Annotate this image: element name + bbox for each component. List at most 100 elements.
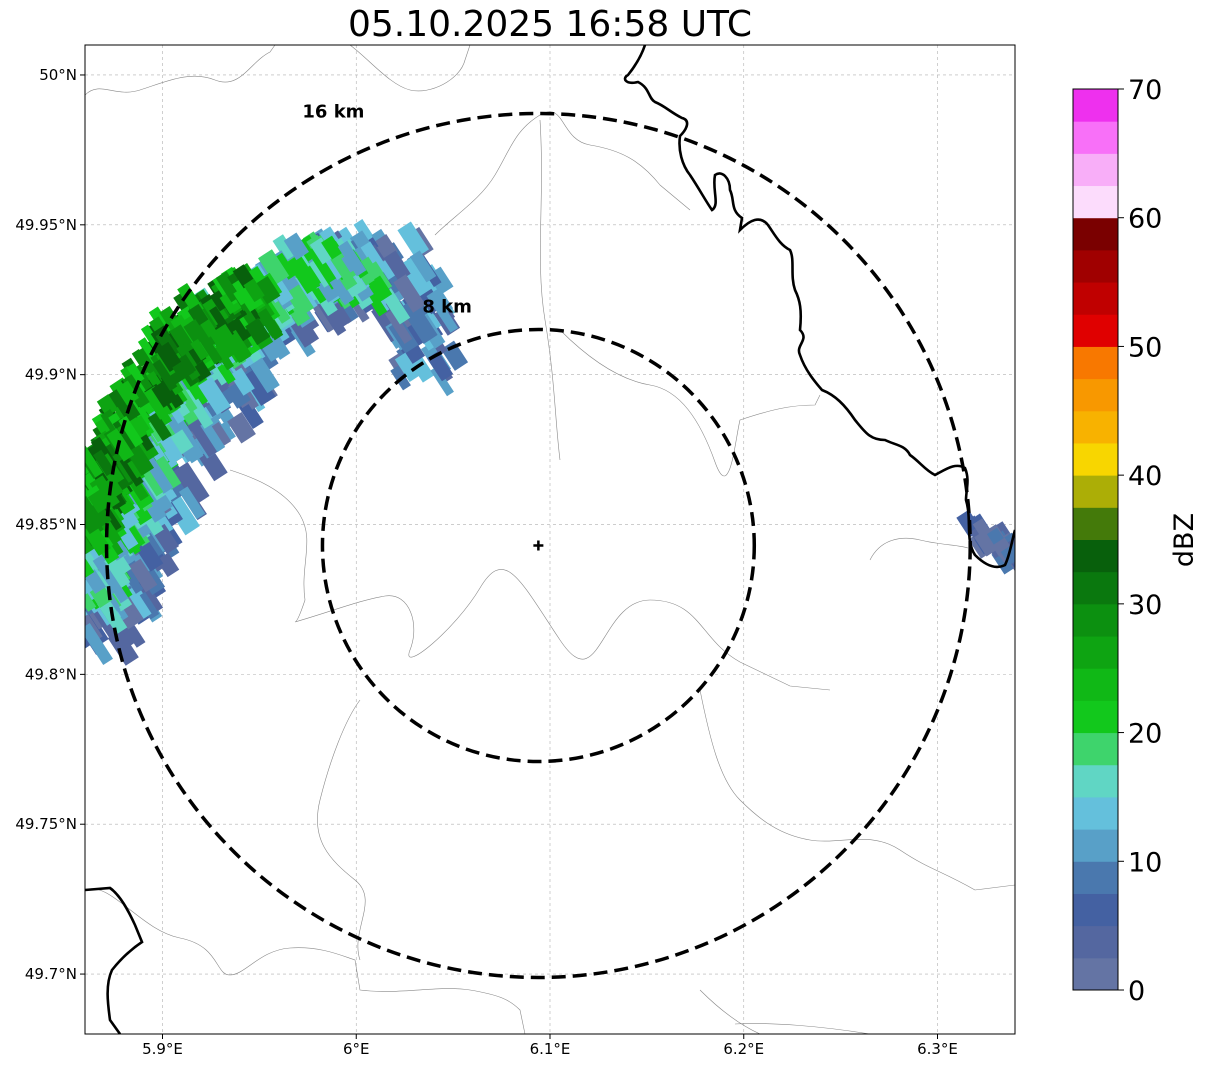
- echo-cell: [172, 359, 194, 381]
- echo-cell: [99, 518, 122, 545]
- echo-cell: [190, 421, 221, 458]
- x-tick-label: 6.2°E: [723, 1040, 764, 1058]
- colorbar-label: dBZ: [1169, 513, 1200, 567]
- map-title: 05.10.2025 16:58 UTC: [347, 4, 753, 45]
- echo-cell: [102, 476, 124, 499]
- admin-boundaries: [85, 45, 1015, 1034]
- boundary-mid-vertical: [539, 119, 561, 461]
- echo-cell: [153, 455, 182, 490]
- echo-cell: [243, 278, 265, 303]
- echo-cell: [232, 275, 264, 312]
- colorbar-segment: [1073, 89, 1118, 122]
- echo-cell: [190, 360, 212, 383]
- echo-cell: [258, 249, 290, 285]
- colorbar-segment: [1073, 507, 1118, 540]
- colorbar-segment: [1073, 603, 1118, 637]
- range-ring-label: 16 km: [302, 101, 364, 122]
- colorbar-tick-label: 30: [1128, 590, 1162, 621]
- colorbar-segment: [1073, 571, 1118, 605]
- echo-cell: [225, 381, 251, 409]
- echo-cell: [394, 352, 421, 383]
- echo-cell: [169, 324, 196, 355]
- colorbar: 0 10 20 30 40 50 60 70 dBZ: [1072, 75, 1200, 1007]
- echo-cell: [269, 298, 291, 324]
- boundary-north-b: [349, 45, 471, 92]
- echo-cell: [85, 593, 97, 612]
- border-east-river: [623, 45, 1015, 569]
- echo-cell: [197, 332, 223, 365]
- colorbar-segment: [1073, 346, 1118, 380]
- echo-cell: [135, 347, 157, 374]
- colorbar-segment: [1073, 861, 1118, 894]
- y-tick-label: 49.95°N: [15, 216, 77, 234]
- colorbar-segment: [1073, 282, 1118, 315]
- colorbar-segment: [1073, 796, 1118, 830]
- colorbar-tick-label: 60: [1128, 204, 1162, 235]
- x-axis-ticks: 5.9°E 6°E 6.1°E 6.2°E 6.3°E: [142, 1034, 958, 1058]
- echo-cell: [286, 253, 321, 294]
- y-tick-label: 49.8°N: [25, 665, 77, 683]
- x-tick-label: 6°E: [343, 1040, 370, 1058]
- echo-cell: [143, 386, 172, 420]
- echo-cell: [119, 456, 144, 487]
- echo-cell: [226, 317, 247, 338]
- echo-cell: [214, 323, 235, 346]
- echo-cell: [274, 252, 297, 280]
- echo-cell: [321, 235, 343, 260]
- y-tick-label: 49.75°N: [15, 815, 77, 833]
- colorbar-tick-label: 10: [1128, 847, 1162, 878]
- colorbar-segment: [1073, 925, 1118, 959]
- echo-cell: [178, 486, 206, 520]
- echo-cell: [219, 293, 237, 315]
- echo-cell: [85, 552, 95, 581]
- echo-cell: [245, 317, 271, 346]
- boundary-east: [559, 329, 821, 477]
- colorbar-frame: [1072, 88, 1119, 991]
- colorbar-segment: [1073, 475, 1118, 508]
- echo-cell: [229, 367, 255, 396]
- colorbar-segment: [1073, 314, 1118, 347]
- reflectivity-echoes: [85, 219, 1015, 666]
- echo-cell: [380, 288, 411, 325]
- echo-cell: [128, 558, 158, 593]
- echo-cell: [409, 250, 437, 283]
- boundary-ridge: [434, 111, 691, 236]
- echo-cell: [96, 394, 119, 417]
- echo-cell: [407, 269, 434, 297]
- y-tick-label: 49.7°N: [25, 965, 77, 983]
- echo-cell: [106, 428, 135, 462]
- echo-cell: [85, 569, 106, 594]
- boundary-south-center: [317, 699, 366, 961]
- colorbar-tick-label: 0: [1128, 976, 1145, 1007]
- boundary-south-far: [734, 1023, 871, 1034]
- border-southwest: [85, 886, 144, 1034]
- range-ring-label: 8 km: [422, 296, 472, 317]
- colorbar-segment: [1073, 217, 1118, 251]
- echo-cell: [136, 591, 160, 620]
- echo-cell: [367, 275, 393, 303]
- echo-cell: [126, 444, 154, 476]
- colorbar-segment: [1073, 410, 1118, 444]
- echo-cell: [89, 475, 120, 511]
- echo-cell: [126, 362, 145, 384]
- colorbar-segment: [1073, 121, 1118, 154]
- echo-cell: [254, 275, 281, 305]
- echo-cell: [309, 237, 335, 265]
- colorbar-segment: [1073, 957, 1118, 991]
- echo-cell: [115, 380, 140, 406]
- colorbar-segment: [1073, 893, 1118, 927]
- echo-cell: [155, 341, 183, 372]
- colorbar-segment: [1073, 636, 1118, 669]
- echo-cell: [157, 432, 184, 463]
- echo-cell: [190, 338, 209, 361]
- echo-cell: [283, 232, 310, 261]
- echo-cell: [156, 552, 180, 578]
- colorbar-tick-label: 50: [1128, 332, 1162, 363]
- echo-cell: [104, 555, 131, 588]
- echo-cell: [337, 240, 367, 277]
- echo-cell: [215, 347, 235, 371]
- colorbar-tick-label: 20: [1128, 719, 1162, 750]
- x-tick-label: 6.1°E: [530, 1040, 571, 1058]
- y-tick-label: 49.9°N: [25, 366, 77, 384]
